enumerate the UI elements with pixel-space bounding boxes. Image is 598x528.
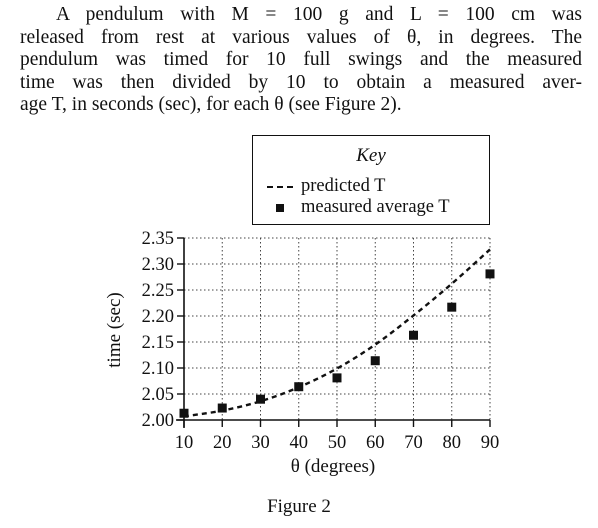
measured-point [447, 302, 457, 312]
x-axis-label: θ (degrees) [291, 456, 376, 477]
square-marker-icon [263, 197, 297, 218]
y-tick-label: 2.20 [142, 307, 174, 327]
x-tick-label: 70 [404, 433, 423, 453]
chart-legend: Key predicted T measured average T [252, 135, 490, 225]
predicted-t-curve [183, 248, 491, 418]
x-tick-label: 90 [481, 433, 500, 453]
chart-series [179, 248, 495, 418]
x-tick-label: 50 [328, 433, 347, 453]
passage-line-3: pendulum was timed for 10 full swings an… [20, 49, 582, 70]
legend-item-measured: measured average T [263, 197, 450, 218]
x-tick-label: 20 [213, 433, 232, 453]
chart-axes [176, 238, 490, 428]
legend-label-predicted: predicted T [301, 176, 386, 196]
y-tick-label: 2.10 [142, 359, 174, 379]
figure-caption: Figure 2 [267, 496, 331, 517]
passage-line-1: A pendulum with M = 100 g and L = 100 cm… [56, 4, 582, 25]
y-tick-label: 2.05 [142, 385, 174, 405]
x-tick-label: 40 [290, 433, 309, 453]
y-tick-label: 2.25 [142, 281, 174, 301]
measured-point [332, 373, 342, 383]
measured-point [485, 269, 495, 279]
passage: A pendulum with M = 100 g and L = 100 cm… [20, 4, 582, 117]
measured-point [217, 403, 227, 413]
x-tick-label: 10 [175, 433, 194, 453]
y-tick-label: 2.15 [142, 333, 174, 353]
passage-line-2: released from rest at various values of … [20, 26, 582, 48]
measured-point [370, 356, 380, 366]
legend-title: Key [356, 145, 386, 166]
legend-item-predicted: predicted T [263, 176, 385, 197]
measured-point [294, 382, 304, 392]
legend-label-measured: measured average T [301, 197, 450, 217]
y-axis-label: time (sec) [104, 292, 125, 367]
y-tick-label: 2.35 [142, 229, 174, 249]
y-tick-label: 2.30 [142, 255, 174, 275]
measured-point [409, 330, 418, 340]
x-tick-label: 60 [366, 433, 385, 453]
chart-grid [184, 237, 491, 420]
passage-line-5: age T, in seconds (sec), for each θ (see… [20, 94, 402, 115]
x-tick-label: 80 [443, 433, 462, 453]
passage-line-4: time was then divided by 10 to obtain a … [20, 71, 582, 93]
y-tick-label: 2.00 [142, 411, 174, 431]
dashed-line-icon [263, 176, 297, 197]
measured-point [256, 394, 265, 404]
x-tick-label: 30 [251, 433, 270, 453]
measured-point [179, 408, 189, 418]
chart-ticks: 2.00 2.05 2.10 2.15 2.20 2.25 2.30 2.35 10 20 30 40… [142, 229, 500, 453]
